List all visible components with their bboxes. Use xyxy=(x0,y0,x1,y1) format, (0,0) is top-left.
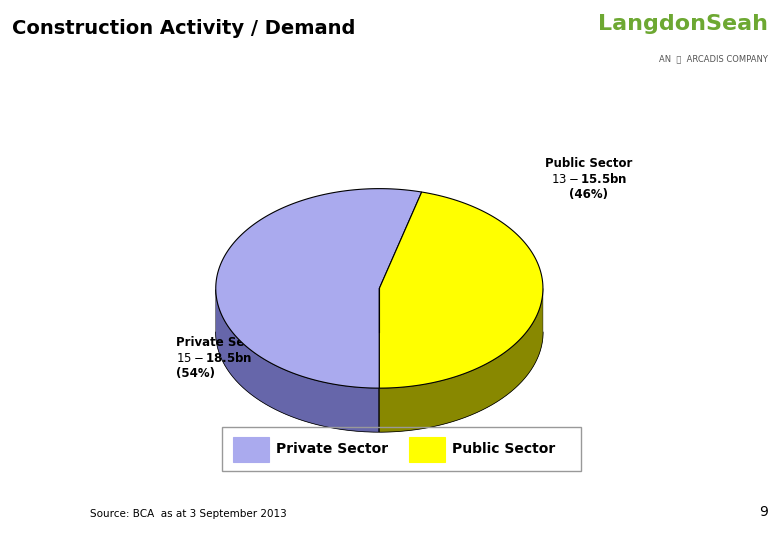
Text: Public / Private Sector: Public / Private Sector xyxy=(549,85,757,103)
Polygon shape xyxy=(379,288,543,432)
Text: Private Sector: Private Sector xyxy=(276,442,388,456)
Text: LangdonSeah: LangdonSeah xyxy=(598,14,768,33)
Bar xyxy=(233,437,269,462)
Text: Public Sector
$13 - $15.5bn
(46%): Public Sector $13 - $15.5bn (46%) xyxy=(545,157,633,201)
Polygon shape xyxy=(216,188,422,388)
Text: Private Sector
$15 - $18.5bn
(54%): Private Sector $15 - $18.5bn (54%) xyxy=(176,336,271,380)
Bar xyxy=(409,437,445,462)
Polygon shape xyxy=(216,288,379,432)
Text: Construction Activity / Demand: Construction Activity / Demand xyxy=(12,19,355,38)
Text: 9: 9 xyxy=(760,505,768,519)
Text: Source: BCA  as at 3 September 2013: Source: BCA as at 3 September 2013 xyxy=(90,509,286,519)
Text: AN  Ⓐ  ARCADIS COMPANY: AN Ⓐ ARCADIS COMPANY xyxy=(659,54,768,63)
Polygon shape xyxy=(379,192,543,388)
Text: Public Sector: Public Sector xyxy=(452,442,555,456)
Text: Breakdown of Construction Demand 2013: Breakdown of Construction Demand 2013 xyxy=(367,74,757,92)
